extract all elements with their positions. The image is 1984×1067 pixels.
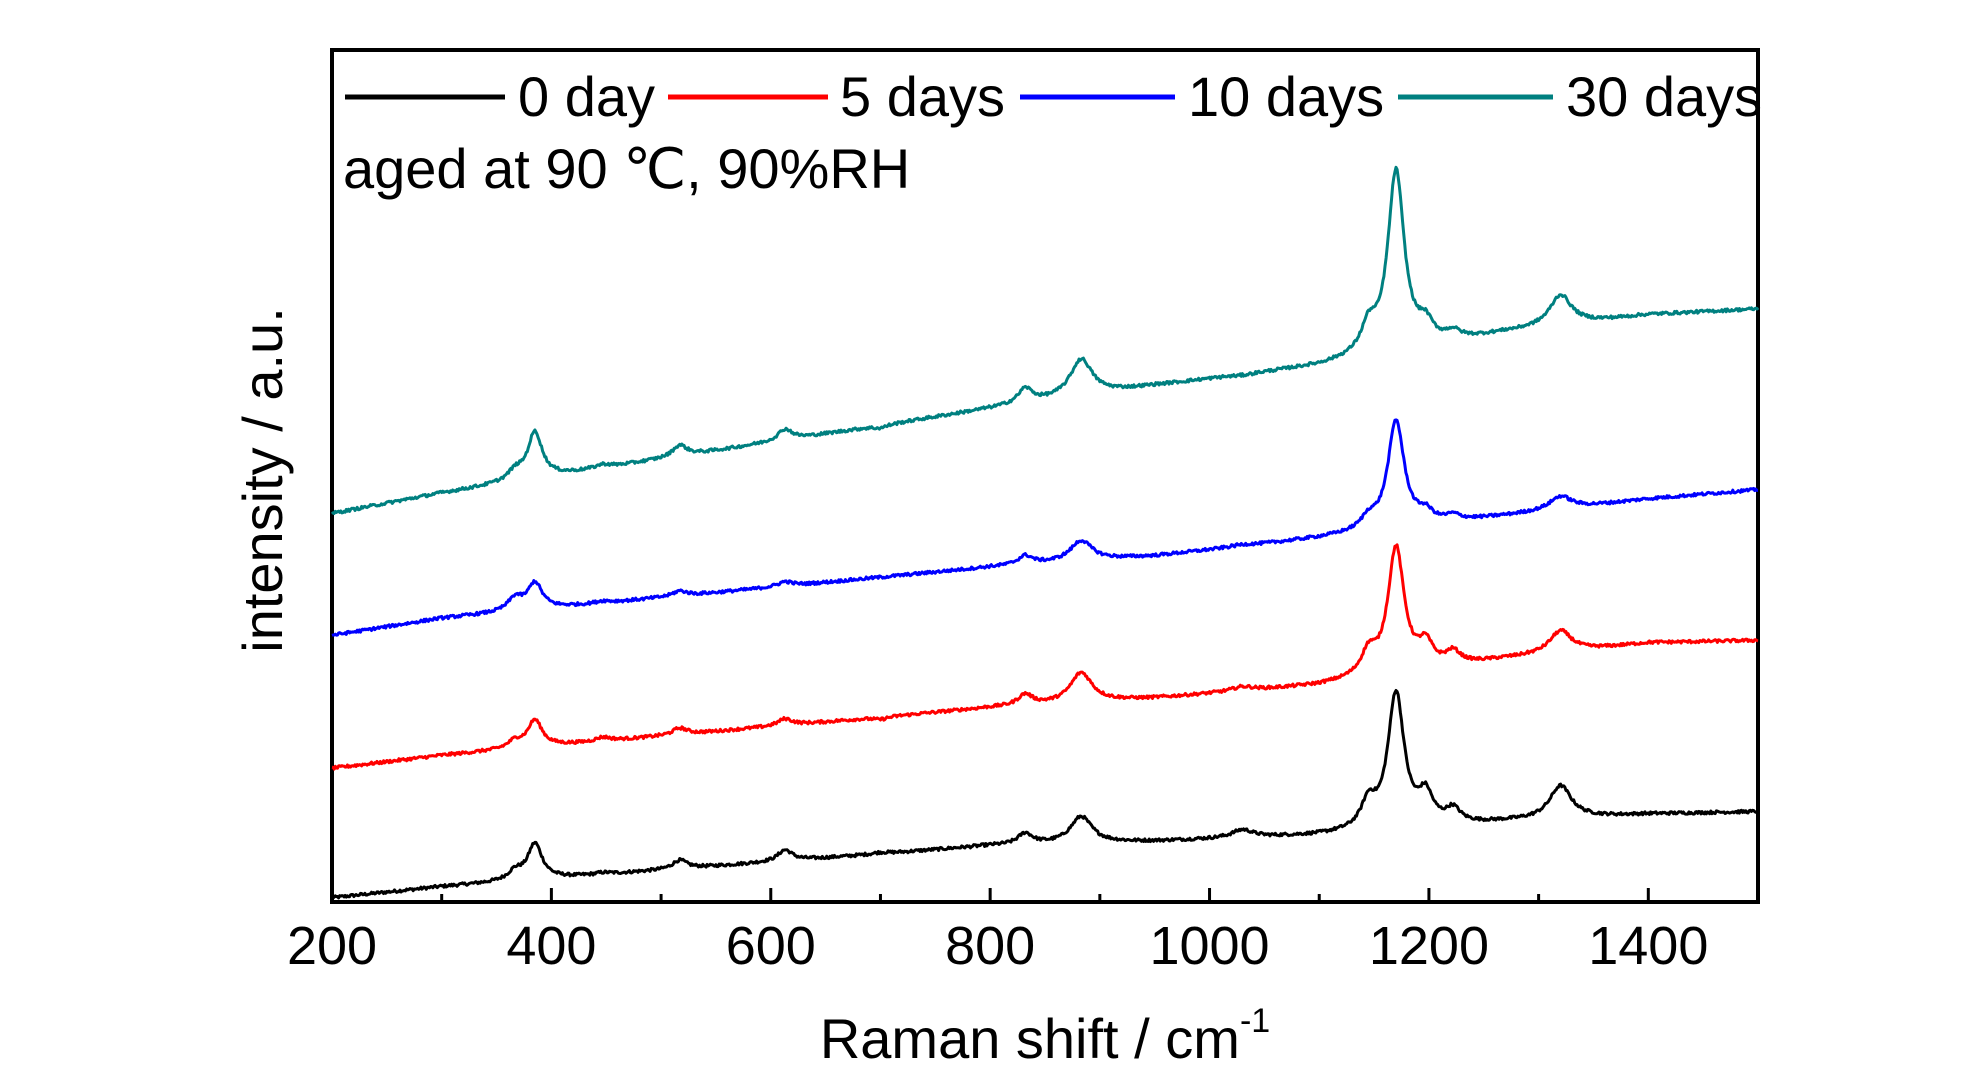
series-line-5-days xyxy=(331,543,1759,771)
series-line-10-days xyxy=(331,418,1759,637)
plot-frame xyxy=(330,48,1760,904)
x-tick-label: 400 xyxy=(506,916,596,976)
condition-annotation: aged at 90 ℃, 90%RH xyxy=(343,137,910,200)
series-lines xyxy=(330,165,1760,900)
legend: 0 day 5 days 10 days 30 days xyxy=(345,65,1762,128)
x-axis-title: Raman shift / cm-1 xyxy=(820,1002,1270,1062)
legend-label-0-day: 0 day xyxy=(518,65,655,128)
x-tick-label: 1000 xyxy=(1149,916,1269,976)
legend-label-5-days: 5 days xyxy=(840,65,1005,128)
x-tick-label: 1400 xyxy=(1588,916,1708,976)
x-tick-label: 1200 xyxy=(1369,916,1489,976)
x-axis-title-superscript: -1 xyxy=(1240,1002,1270,1040)
x-axis-ticks: 200 400 600 800 1000 1200 1400 xyxy=(287,888,1708,976)
x-tick-label: 800 xyxy=(945,916,1035,976)
legend-label-10-days: 10 days xyxy=(1188,65,1384,128)
x-axis-title-text: Raman shift / cm xyxy=(820,1007,1240,1062)
legend-label-30-days: 30 days xyxy=(1566,65,1762,128)
x-tick-label: 200 xyxy=(287,916,377,976)
x-tick-label: 600 xyxy=(726,916,816,976)
y-axis-title: intensity / a.u. xyxy=(231,307,294,653)
series-line-30-days xyxy=(330,165,1760,515)
series-line-0-day xyxy=(330,689,1760,900)
